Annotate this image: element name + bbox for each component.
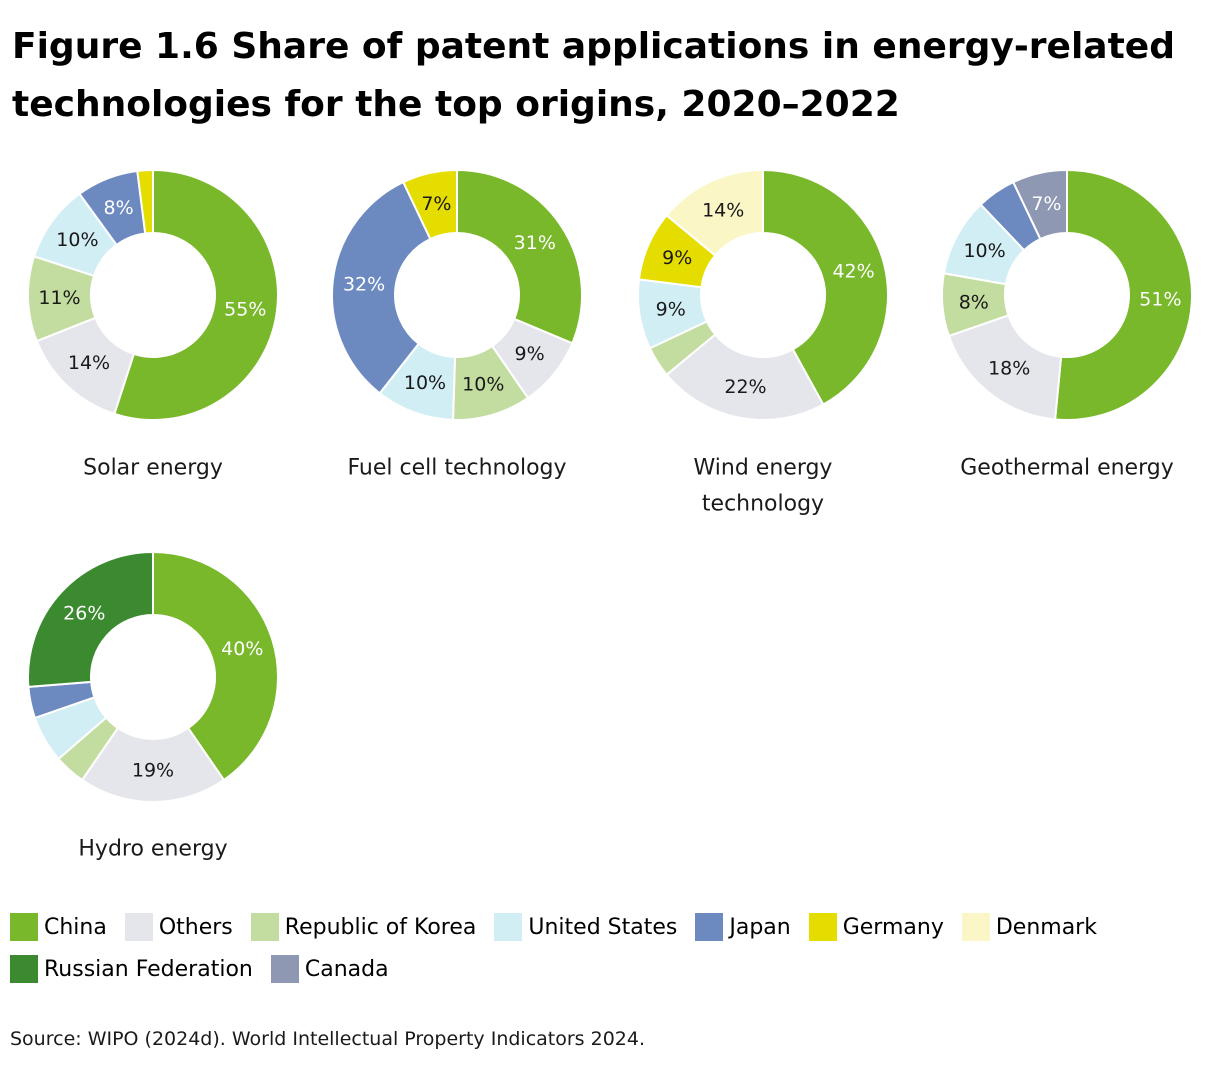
- legend-label: Republic of Korea: [284, 914, 477, 940]
- chart-caption: Solar energy: [83, 456, 223, 481]
- slice-label: 8%: [959, 291, 989, 313]
- slice-label: 55%: [224, 299, 266, 321]
- slice-label: 11%: [38, 287, 80, 309]
- slice-germany: [401, 168, 458, 241]
- slice-others: [665, 333, 825, 421]
- legend-item-denmark: Denmark: [961, 913, 1097, 941]
- slice-russian-federation: [27, 550, 154, 688]
- legend-item-japan: Japan: [695, 913, 791, 941]
- legend-item-china: China: [10, 913, 107, 941]
- donut-solar-energy: 55% 14% 11% 10% 8% Solar energy: [27, 168, 279, 481]
- donut-hydro-energy: 40% 19% 26% Hydro energy: [27, 550, 279, 862]
- legend-item-canada: Canada: [270, 955, 389, 983]
- chart-caption: Hydro energy: [78, 837, 227, 862]
- legend-item-germany: Germany: [808, 913, 944, 941]
- slice-label: 10%: [963, 240, 1005, 262]
- legend-item-russian-federation: Russian Federation: [10, 955, 253, 983]
- figure-title: Figure 1.6 Share of patent applications …: [12, 26, 1175, 125]
- slice-label: 7%: [421, 193, 451, 215]
- slice-label: 9%: [515, 343, 545, 365]
- slice-label: 7%: [1031, 193, 1061, 215]
- legend-swatch: [250, 913, 279, 941]
- slice-china: [113, 168, 279, 421]
- chart-caption: Fuel cell technology: [347, 456, 566, 481]
- slice-china: [762, 168, 889, 406]
- slice-label: 14%: [68, 352, 110, 374]
- slice-label: 40%: [221, 638, 263, 660]
- slice-label: 9%: [662, 247, 692, 269]
- legend-row: Russian Federation Canada: [10, 948, 1210, 990]
- slice-label: 51%: [1139, 288, 1181, 310]
- chart-caption: Geothermal energy: [960, 456, 1173, 481]
- legend-label: Germany: [842, 914, 944, 940]
- slice-china: [456, 168, 583, 345]
- slice-denmark: [665, 168, 764, 257]
- slice-label: 19%: [132, 760, 174, 782]
- legend-swatch: [270, 955, 299, 983]
- legend-swatch: [10, 913, 38, 941]
- slice-label: 42%: [832, 261, 874, 283]
- legend-row: China Others Republic of Korea United State…: [10, 906, 1210, 948]
- slice-label: 31%: [514, 232, 556, 254]
- slice-label: 32%: [343, 274, 385, 296]
- legend-label: Russian Federation: [44, 956, 253, 982]
- donut-charts: 55% 14% 11% 10% 8% Solar energy 31% 9% 10% 10% 32%…: [27, 168, 1193, 862]
- slice-label: 9%: [656, 299, 686, 321]
- legend-swatch: [10, 955, 38, 983]
- slice-label: 14%: [702, 199, 744, 221]
- slice-label: 10%: [404, 372, 446, 394]
- legend-swatch: [124, 913, 153, 941]
- donut-geothermal-energy: 51% 18% 8% 10% 7% Geothermal energy: [941, 168, 1193, 481]
- legend-swatch: [808, 913, 837, 941]
- slice-germany: [136, 168, 154, 235]
- legend-swatch: [494, 913, 523, 941]
- chart-caption: Wind energy: [694, 456, 833, 481]
- donut-wind-energy-technology: 42% 22% 9% 9% 14% Wind energy technology: [637, 168, 889, 517]
- legend-label: Denmark: [995, 914, 1097, 940]
- slice-others: [947, 314, 1063, 421]
- slice-label: 10%: [462, 374, 504, 396]
- legend-label: Japan: [729, 914, 791, 940]
- legend-swatch: [695, 913, 724, 941]
- slice-label: 10%: [56, 229, 98, 251]
- slice-canada: [1011, 168, 1068, 241]
- slice-label: 8%: [104, 197, 134, 219]
- slice-label: 26%: [63, 603, 105, 625]
- legend-label: China: [44, 914, 107, 940]
- legend-item-republic-of-korea: Republic of Korea: [250, 913, 477, 941]
- legend-item-united-states: United States: [494, 913, 677, 941]
- legend: China Others Republic of Korea United State…: [10, 906, 1210, 990]
- slice-china: [152, 550, 279, 782]
- source-note: Source: WIPO (2024d). World Intellectual…: [10, 1028, 646, 1050]
- legend-label: Others: [158, 914, 233, 940]
- chart-caption: technology: [702, 492, 824, 517]
- slice-others: [80, 726, 226, 803]
- slice-china: [1054, 168, 1193, 421]
- donut-fuel-cell-technology: 31% 9% 10% 10% 32% 7% Fuel cell technology: [331, 168, 583, 481]
- legend-item-others: Others: [124, 913, 233, 941]
- slice-japan: [331, 180, 432, 395]
- slice-label: 22%: [724, 376, 766, 398]
- legend-swatch: [961, 913, 990, 941]
- legend-label: United States: [528, 914, 678, 940]
- legend-label: Canada: [304, 956, 389, 982]
- slice-label: 18%: [988, 358, 1030, 380]
